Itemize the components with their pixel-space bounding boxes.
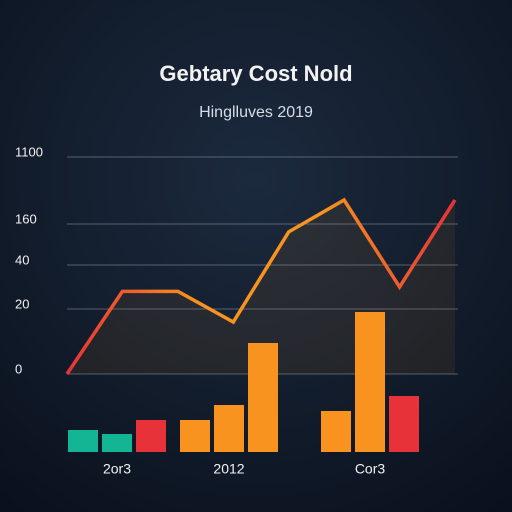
y-tick-label: 20 xyxy=(15,296,29,311)
line xyxy=(65,197,457,375)
x-tick-label: Cor3 xyxy=(355,461,386,477)
chart-subtitle: Hinglluves 2019 xyxy=(199,104,313,121)
bar xyxy=(321,411,351,452)
bar xyxy=(102,434,132,452)
bar xyxy=(248,343,278,452)
bar xyxy=(355,312,385,452)
bar xyxy=(214,405,244,452)
y-tick-label: 0 xyxy=(15,361,22,376)
bar xyxy=(68,430,98,452)
bar xyxy=(180,420,210,452)
x-tick-label: 2or3 xyxy=(103,461,131,477)
y-tick-label: 40 xyxy=(15,252,29,267)
y-tick-label: 1100 xyxy=(15,144,43,159)
chart-title: Gebtary Cost Nold xyxy=(159,61,352,86)
x-tick-label: 2012 xyxy=(213,461,244,477)
bar xyxy=(136,420,166,452)
bar xyxy=(389,396,419,452)
y-tick-label: 160 xyxy=(15,211,37,226)
